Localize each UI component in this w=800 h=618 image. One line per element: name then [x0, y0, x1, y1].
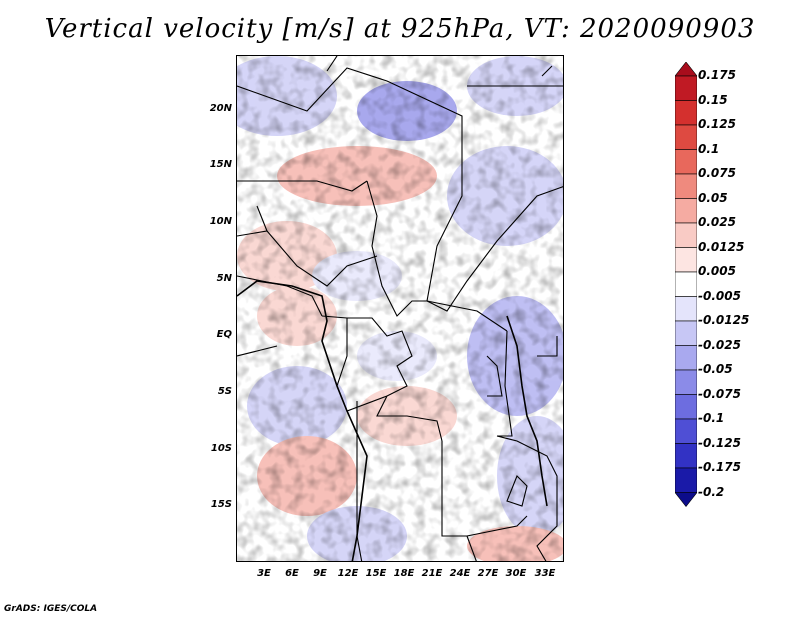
colorbar-segment [674, 61, 698, 77]
longitude-label: 30E [505, 568, 527, 579]
colorbar-label: 0.0125 [698, 239, 745, 254]
latitude-label: 20N [209, 103, 232, 114]
grads-footer: GrADS: IGES/COLA [4, 604, 98, 614]
latitude-label: 15N [209, 159, 232, 170]
longitude-label: 21E [421, 568, 443, 579]
colorbar-label: -0.1 [698, 411, 725, 425]
colorbar-segment [674, 124, 698, 150]
longitude-label: 6E [285, 568, 299, 579]
colorbar-segment [674, 149, 698, 175]
colorbar-segment [674, 345, 698, 371]
colorbar-segment [674, 173, 698, 199]
longitude-label: 27E [477, 568, 499, 579]
colorbar-segment [674, 492, 698, 507]
colorbar-segment [674, 394, 698, 420]
colorbar-label: -0.025 [698, 337, 741, 352]
latitude-label: 5S [217, 386, 232, 397]
longitude-label: 12E [337, 568, 359, 579]
colorbar-segment [674, 443, 698, 469]
colorbar-label: -0.0125 [698, 313, 750, 327]
colorbar-label: 0.075 [698, 166, 736, 180]
colorbar-label: -0.2 [698, 484, 725, 499]
colorbar-segment [674, 222, 698, 248]
latitude-label: 10S [210, 443, 232, 454]
longitude-label: 9E [313, 568, 327, 579]
colorbar-segment [674, 320, 698, 346]
colorbar-segment [674, 247, 698, 273]
longitude-label: 3E [257, 568, 271, 579]
vertical-velocity-field [237, 56, 563, 561]
colorbar-segment [674, 296, 698, 322]
colorbar-label: -0.125 [698, 435, 741, 450]
map-title: Vertical velocity [m/s] at 925hPa, VT: 2… [44, 14, 756, 44]
colorbar-segment [674, 198, 698, 224]
colorbar-segment [674, 467, 698, 493]
colorbar-label: -0.05 [698, 362, 733, 376]
colorbar-label: 0.005 [698, 264, 736, 278]
colorbar-label: -0.175 [698, 460, 741, 474]
colorbar-label: 0.15 [698, 92, 728, 107]
latitude-label: 10N [209, 216, 232, 227]
map-panel [236, 55, 564, 562]
longitude-label: 33E [534, 568, 556, 579]
longitude-label: 15E [365, 568, 387, 579]
colorbar-label: 0.05 [698, 190, 728, 205]
colorbar-scale [674, 61, 698, 507]
colorbar-label: 0.1 [698, 141, 720, 156]
colorbar [674, 61, 698, 566]
latitude-label: 15S [210, 499, 232, 510]
colorbar-segment [674, 100, 698, 126]
colorbar-label: 0.125 [698, 117, 736, 131]
latitude-label: 5N [216, 273, 232, 284]
colorbar-segment [674, 418, 698, 444]
colorbar-label: 0.175 [698, 68, 736, 82]
colorbar-label: -0.005 [698, 288, 741, 303]
latitude-label: EQ [216, 329, 232, 340]
colorbar-segment [674, 271, 698, 297]
colorbar-segment [674, 369, 698, 395]
colorbar-label: 0.025 [698, 215, 736, 229]
colorbar-label: -0.075 [698, 386, 741, 401]
colorbar-segment [674, 75, 698, 101]
longitude-label: 18E [393, 568, 415, 579]
longitude-label: 24E [449, 568, 471, 579]
